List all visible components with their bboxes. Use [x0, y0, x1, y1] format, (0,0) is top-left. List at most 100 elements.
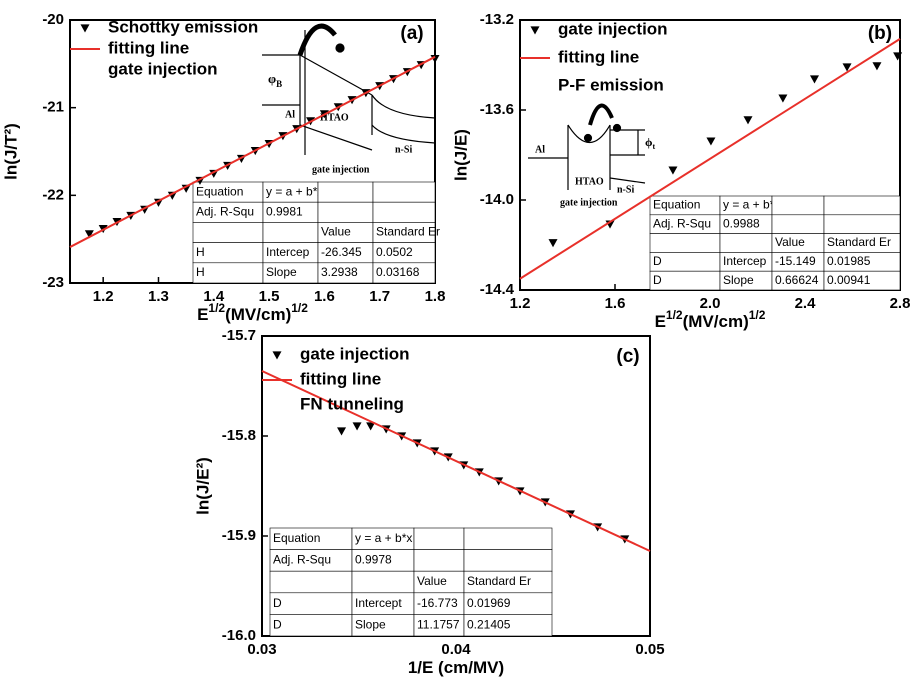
table-text: 0.01985 [827, 254, 871, 268]
legend-swatch [530, 26, 540, 35]
inset-dot [583, 133, 593, 143]
table-text: D [653, 273, 662, 287]
inset-a [262, 23, 436, 155]
table-cell [413, 527, 465, 550]
panel-label: (c) [616, 346, 639, 367]
x-tick-label: 1.3 [148, 288, 169, 305]
table-text: Slope [266, 265, 297, 279]
x-axis-label: E1/2(MV/cm)1/2 [655, 308, 766, 331]
fit-line [69, 55, 436, 248]
x-tick-label: 0.03 [247, 641, 276, 658]
table-text: 11.1757 [417, 617, 460, 631]
table-cell [463, 527, 553, 550]
x-axis-label-part: 1/2 [749, 308, 766, 322]
table-text: D [273, 596, 282, 610]
x-tick-label: 2.4 [795, 295, 817, 312]
data-point [893, 52, 903, 61]
table-text: 0.21405 [467, 617, 511, 631]
table-text: 0.9988 [723, 216, 760, 230]
inset-b [528, 103, 646, 190]
table-cell [262, 222, 319, 243]
table-text: -26.345 [321, 245, 362, 259]
x-axis-label-part: (MV/cm) [683, 312, 749, 331]
table-cell [372, 181, 436, 203]
x-axis-label-part: (MV/cm) [225, 305, 291, 324]
table-cell [269, 592, 353, 615]
y-tick-label: -16.0 [222, 627, 256, 644]
table-text: Standard Er [827, 235, 891, 249]
data-point [337, 427, 347, 436]
table-text: D [273, 617, 282, 631]
table-text: 0.0502 [376, 245, 413, 259]
table-text: Slope [723, 273, 754, 287]
table-cell [413, 549, 465, 572]
table-text: Value [321, 225, 351, 239]
table-text: 0.03168 [376, 265, 420, 279]
x-tick-label: 1.6 [605, 295, 626, 312]
y-tick-label: -22 [42, 186, 64, 203]
inset-line [609, 177, 646, 184]
table-text: 3.2938 [321, 265, 358, 279]
table-cell [351, 570, 415, 594]
data-point [743, 116, 753, 125]
y-tick-label: -21 [42, 99, 64, 116]
data-point [668, 166, 678, 175]
x-tick-label: 1.5 [259, 288, 280, 305]
inset-label: φB [268, 71, 282, 89]
inset-label: Al [285, 109, 295, 120]
x-axis-label-part: E [655, 312, 666, 331]
table-text: D [653, 254, 662, 268]
x-tick-label: 1.8 [425, 288, 446, 305]
y-tick-label: -14.0 [480, 191, 514, 208]
y-axis-label: ln(J/E²) [193, 457, 212, 515]
table-text: Equation [653, 198, 700, 212]
table-text: Equation [273, 531, 320, 545]
table-text: 0.66624 [775, 273, 819, 287]
table-cell [463, 614, 553, 637]
y-tick-label: -15.7 [222, 327, 256, 344]
table-cell [719, 233, 773, 253]
y-tick-label: -13.2 [480, 11, 514, 28]
y-tick-label: -14.4 [480, 281, 515, 298]
x-axis-label-part: 1/E (cm/MV) [408, 658, 504, 677]
table-text: Intercep [266, 245, 310, 259]
legend-label: Schottky emission [108, 17, 258, 36]
y-axis-label: ln(J/T²) [1, 123, 20, 180]
fit-line [519, 38, 901, 280]
legend-label: fitting line [300, 369, 381, 388]
data-point [366, 422, 376, 431]
x-axis-label-part: 1/2 [666, 308, 683, 322]
table-cell [317, 201, 374, 223]
legend-swatch [80, 24, 90, 33]
inset-arrow [588, 103, 614, 126]
x-tick-label: 1.2 [510, 295, 531, 312]
table-text: H [196, 245, 205, 259]
table-text: y = a + b*x [266, 184, 323, 198]
table-cell [771, 214, 825, 234]
table-cell [463, 549, 553, 572]
table-cell [823, 214, 901, 234]
data-point [872, 62, 882, 71]
table-text: Adj. R-Squ [653, 216, 711, 230]
inset-dot [335, 43, 345, 53]
legend-label: fitting line [558, 47, 639, 66]
table-cell [823, 195, 901, 216]
legend-note: P-F emission [558, 75, 664, 94]
x-axis-label: E1/2(MV/cm)1/2 [197, 301, 308, 324]
data-point [842, 63, 852, 72]
legend-swatch [272, 351, 282, 360]
y-tick-label: -20 [42, 11, 64, 28]
panel-label: (a) [400, 23, 423, 44]
table-cell [192, 222, 264, 243]
table-text: Value [417, 574, 447, 588]
x-tick-label: 0.04 [441, 641, 471, 658]
inset-label: ϕt [645, 135, 656, 152]
table-text: Intercep [723, 254, 767, 268]
legend-label: gate injection [300, 344, 410, 363]
table-cell [372, 201, 436, 223]
inset-label: HTAO [320, 112, 349, 123]
table-text: 0.01969 [467, 596, 511, 610]
table-text: 0.9981 [266, 204, 303, 218]
x-tick-label: 0.05 [635, 641, 664, 658]
y-tick-label: -15.9 [222, 527, 256, 544]
